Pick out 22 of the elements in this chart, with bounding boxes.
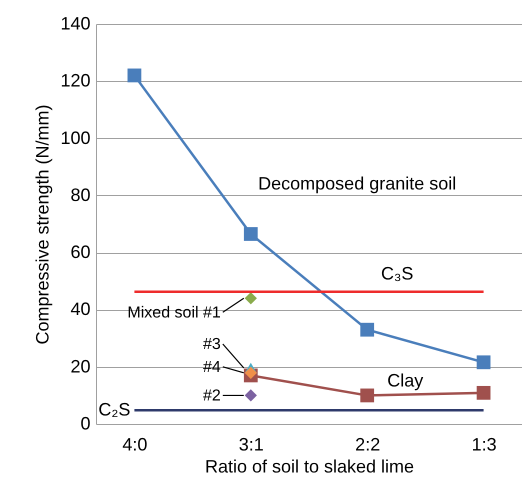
x-tick-label: 1:3 — [472, 434, 497, 454]
y-tick-label: 40 — [70, 299, 90, 320]
y-tick-label: 100 — [60, 128, 90, 148]
x-tick-label: 4:0 — [122, 434, 148, 454]
ref-line-label: C₃S — [381, 264, 414, 284]
x-axis-title: Ratio of soil to slaked lime — [204, 456, 414, 476]
y-axis-title: Compressive strength (N/mm) — [32, 104, 52, 345]
series-label: #3 — [203, 336, 221, 353]
series-label: Mixed soil #1 — [127, 304, 221, 322]
series-label: #4 — [203, 358, 221, 376]
y-tick-label: 20 — [70, 356, 90, 376]
y-tick-label: 0 — [80, 414, 90, 434]
y-tick-label: 120 — [60, 70, 90, 91]
x-tick-label: 2:2 — [355, 434, 380, 454]
series-label: #2 — [203, 387, 221, 404]
ref-line-label: C₂S — [98, 399, 130, 420]
y-tick-label: 80 — [70, 184, 90, 205]
y-tick-label: 140 — [60, 14, 90, 34]
y-tick-label: 60 — [70, 242, 90, 262]
series-label: Decomposed granite soil — [258, 174, 456, 194]
x-tick-label: 3:1 — [238, 434, 264, 454]
series-label: Clay — [387, 370, 424, 390]
